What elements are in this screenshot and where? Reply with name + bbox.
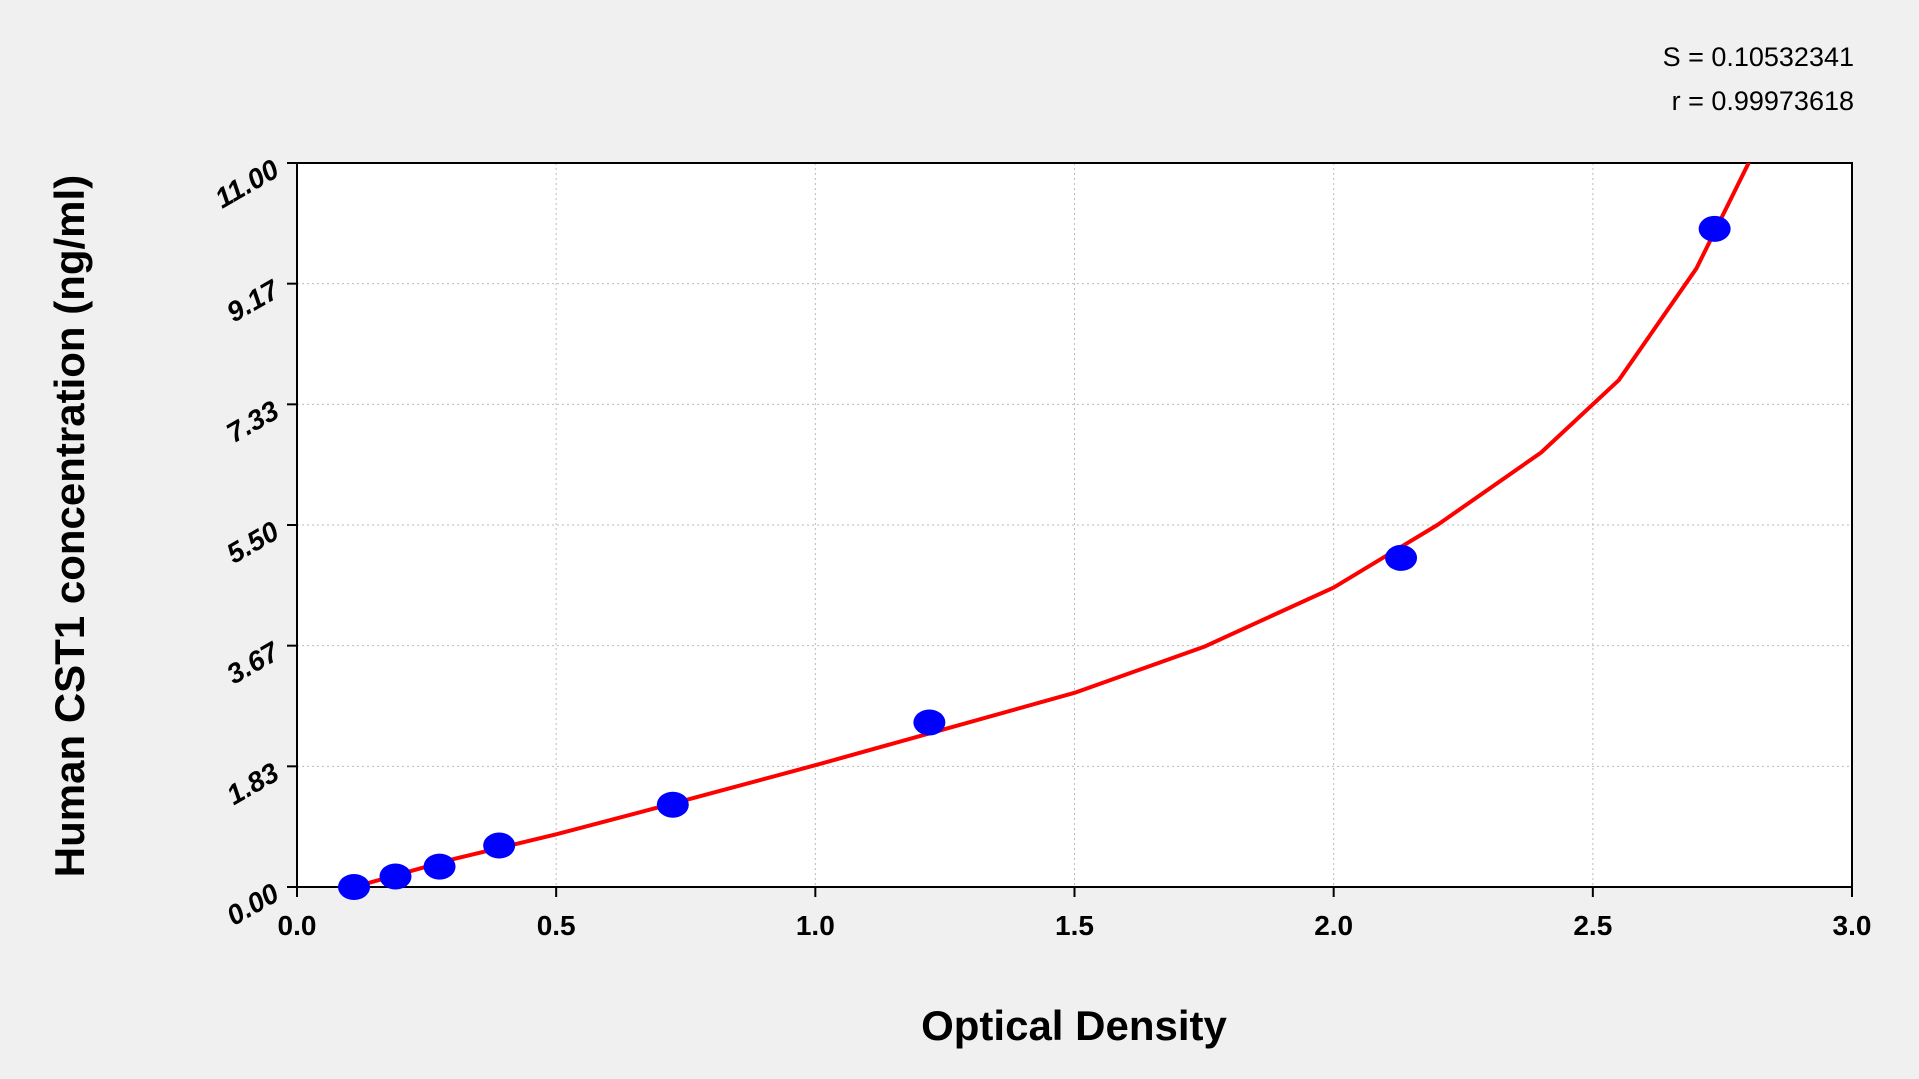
y-tick-label: 0.00	[221, 877, 284, 931]
y-tick-label: 3.67	[221, 635, 285, 690]
annotation: S = 0.10532341	[1663, 42, 1854, 72]
y-tick-label: 11.00	[210, 153, 285, 214]
y-axis-title: Human CST1 concentration (ng/ml)	[46, 175, 93, 877]
y-tick-label: 7.33	[221, 394, 284, 448]
plot-border	[296, 162, 1853, 888]
y-tick-label: 9.17	[221, 273, 285, 328]
x-tick-label: 0.5	[537, 910, 576, 941]
x-tick-label: 1.5	[1055, 910, 1094, 941]
data-point	[913, 709, 946, 736]
y-tick-label: 1.83	[221, 756, 284, 810]
annotation: r = 0.99973618	[1672, 86, 1854, 116]
data-point	[379, 863, 412, 890]
x-axis-title: Optical Density	[921, 1002, 1227, 1049]
data-point	[656, 791, 689, 818]
x-tick-label: 2.0	[1314, 910, 1353, 941]
data-point	[1698, 215, 1731, 242]
data-point	[1385, 544, 1418, 571]
x-tick-label: 1.0	[796, 910, 835, 941]
data-point	[338, 874, 371, 900]
x-tick-label: 0.0	[278, 910, 317, 941]
x-tick-label: 3.0	[1833, 910, 1872, 941]
fit-curve	[353, 163, 1751, 887]
fit-group	[353, 163, 1751, 887]
data-point	[423, 853, 456, 880]
y-tick-label: 5.50	[221, 515, 284, 569]
data-point	[483, 832, 516, 859]
x-tick-label: 2.5	[1573, 910, 1612, 941]
